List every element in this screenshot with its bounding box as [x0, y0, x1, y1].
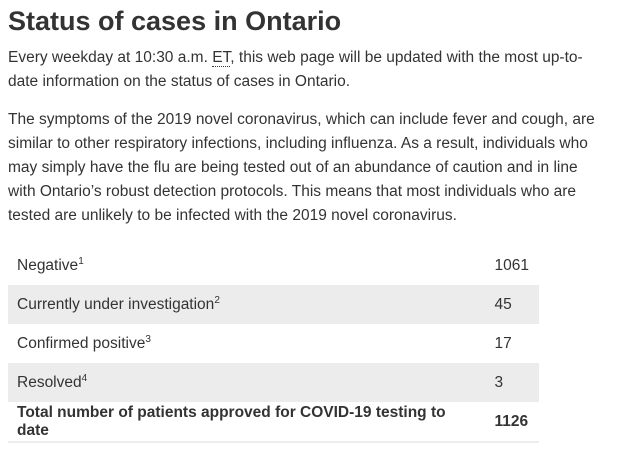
page-title: Status of cases in Ontario: [8, 6, 342, 36]
row-value: 45: [485, 285, 539, 324]
row-label: Currently under investigation2: [8, 285, 486, 324]
intro-text: , this web page will be updated with the…: [8, 49, 583, 90]
footnote-ref: 4: [81, 372, 88, 384]
table-row: Resolved4 3: [8, 363, 539, 402]
label-text: Total number of patients approved for CO…: [17, 403, 446, 439]
label-text: Resolved: [17, 374, 82, 392]
paragraph: The symptoms of the 2019 novel coronavir…: [8, 111, 595, 224]
table-row: Confirmed positive3 17: [8, 324, 539, 363]
table-row: Currently under investigation2 45: [8, 285, 539, 324]
table-body: Negative1 1061 Currently under investigati…: [8, 246, 539, 443]
row-label: Resolved4: [8, 363, 486, 402]
row-value: 17: [494, 334, 512, 352]
label-text: Currently under investigation: [17, 296, 215, 314]
row-value: 1126: [485, 402, 539, 443]
footnote-ref: 3: [145, 333, 151, 345]
intro: Every weekday at 10:30 a.m. ET, this web…: [8, 46, 604, 94]
footnote-ref: 1: [78, 255, 84, 267]
content: Status of cases in Ontario Every weekday…: [0, 4, 619, 443]
table-row: Negative1 1061: [8, 246, 539, 285]
page: Status of cases in Ontario Every weekday…: [0, 4, 619, 462]
row-value: 3: [485, 363, 539, 402]
row-label: Confirmed positive3: [8, 324, 486, 363]
intro-text: Every weekday at 10:30 a.m.: [8, 49, 208, 66]
footnote-ref: 2: [214, 294, 220, 306]
label-text: Negative: [17, 257, 79, 275]
abbreviation: ET: [212, 49, 231, 67]
row-label: Total number of patients approved for CO…: [8, 402, 486, 443]
label-text: Confirmed positive: [17, 335, 146, 353]
table-row: Total number of patients approved for CO…: [8, 402, 539, 443]
row-label: Negative1: [8, 246, 486, 285]
cases-table: Negative1 1061 Currently under investigati…: [8, 246, 539, 443]
row-value: 1061: [494, 256, 529, 274]
